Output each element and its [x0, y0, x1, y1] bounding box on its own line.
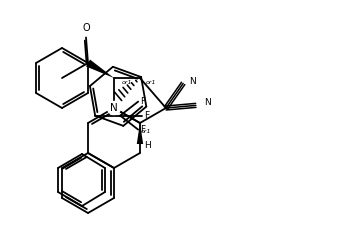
Text: N: N [189, 77, 196, 86]
Text: or1: or1 [122, 79, 132, 84]
Text: N: N [204, 98, 210, 108]
Text: F: F [140, 97, 145, 106]
Text: N: N [110, 103, 118, 113]
Text: F: F [144, 111, 149, 120]
Text: F: F [140, 125, 145, 134]
Circle shape [108, 102, 120, 114]
Polygon shape [137, 123, 143, 144]
Text: O: O [82, 24, 90, 34]
Polygon shape [86, 60, 114, 78]
Text: or1: or1 [146, 79, 156, 84]
Text: H: H [144, 140, 151, 150]
Text: or1: or1 [141, 129, 151, 134]
